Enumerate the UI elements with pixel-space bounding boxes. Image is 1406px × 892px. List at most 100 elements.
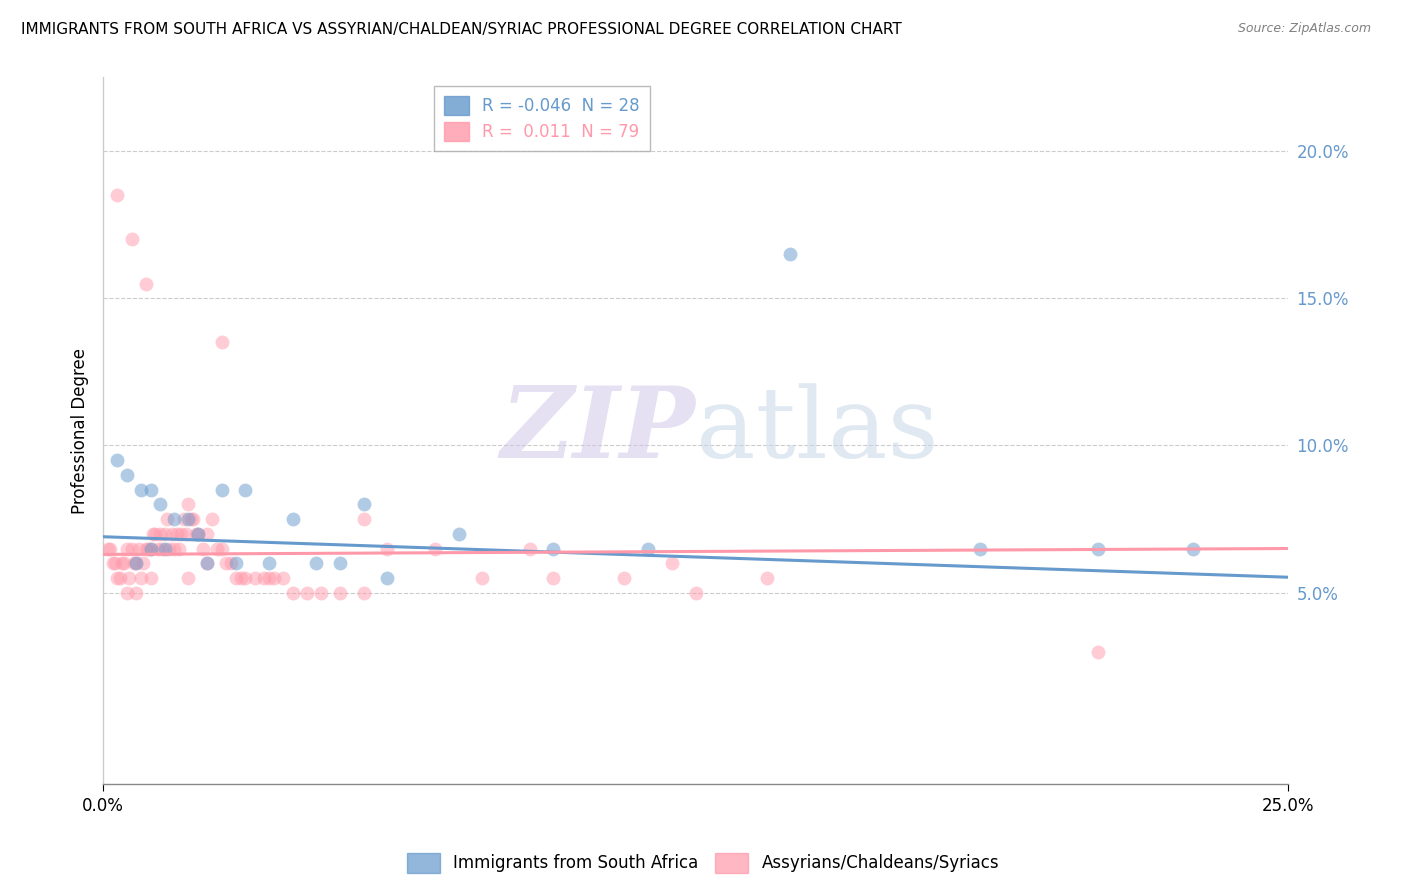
Text: ZIP: ZIP xyxy=(501,383,696,479)
Text: atlas: atlas xyxy=(696,383,938,479)
Point xyxy=(225,556,247,570)
Point xyxy=(233,483,256,497)
Y-axis label: Professional Degree: Professional Degree xyxy=(72,348,89,514)
Point xyxy=(201,512,224,526)
Point xyxy=(125,556,148,570)
Point xyxy=(263,571,285,585)
Point xyxy=(136,541,159,556)
Point xyxy=(447,526,470,541)
Point xyxy=(114,556,136,570)
Point xyxy=(105,188,128,202)
Point xyxy=(146,541,169,556)
Point xyxy=(159,541,181,556)
Point xyxy=(211,483,233,497)
Point xyxy=(271,571,294,585)
Point xyxy=(163,541,186,556)
Point xyxy=(111,556,134,570)
Point xyxy=(233,571,256,585)
Point xyxy=(128,541,150,556)
Point xyxy=(174,526,197,541)
Point xyxy=(180,512,202,526)
Point xyxy=(97,541,120,556)
Point xyxy=(229,571,252,585)
Point xyxy=(543,541,565,556)
Point xyxy=(132,556,155,570)
Point xyxy=(197,556,219,570)
Point xyxy=(101,556,124,570)
Point xyxy=(115,467,138,482)
Point xyxy=(135,541,157,556)
Legend: R = -0.046  N = 28, R =  0.011  N = 79: R = -0.046 N = 28, R = 0.011 N = 79 xyxy=(433,86,650,151)
Point xyxy=(122,556,145,570)
Point xyxy=(197,556,219,570)
Point xyxy=(305,556,328,570)
Point xyxy=(471,571,494,585)
Point xyxy=(129,571,152,585)
Point xyxy=(184,526,207,541)
Point xyxy=(115,585,138,599)
Legend: Immigrants from South Africa, Assyrians/Chaldeans/Syriacs: Immigrants from South Africa, Assyrians/… xyxy=(399,847,1007,880)
Point xyxy=(153,541,176,556)
Point xyxy=(219,556,242,570)
Text: IMMIGRANTS FROM SOUTH AFRICA VS ASSYRIAN/CHALDEAN/SYRIAC PROFESSIONAL DEGREE COR: IMMIGRANTS FROM SOUTH AFRICA VS ASSYRIAN… xyxy=(21,22,901,37)
Point xyxy=(163,512,186,526)
Point xyxy=(150,541,173,556)
Point xyxy=(153,526,176,541)
Point xyxy=(118,571,141,585)
Point xyxy=(139,541,162,556)
Point xyxy=(125,556,148,570)
Point xyxy=(160,526,183,541)
Point xyxy=(105,571,128,585)
Point xyxy=(125,585,148,599)
Point xyxy=(108,571,131,585)
Point xyxy=(173,512,195,526)
Point xyxy=(98,541,121,556)
Point xyxy=(115,541,138,556)
Point xyxy=(104,556,127,570)
Point xyxy=(661,556,683,570)
Point xyxy=(755,571,778,585)
Point xyxy=(969,541,991,556)
Point xyxy=(281,512,304,526)
Point xyxy=(105,453,128,467)
Point xyxy=(353,497,375,511)
Text: Source: ZipAtlas.com: Source: ZipAtlas.com xyxy=(1237,22,1371,36)
Point xyxy=(329,556,352,570)
Point xyxy=(191,541,214,556)
Point xyxy=(121,232,143,246)
Point xyxy=(519,541,541,556)
Point xyxy=(181,512,204,526)
Point xyxy=(329,585,352,599)
Point xyxy=(215,556,238,570)
Point xyxy=(253,571,276,585)
Point xyxy=(637,541,659,556)
Point xyxy=(353,512,375,526)
Point xyxy=(779,247,801,261)
Point xyxy=(167,541,190,556)
Point xyxy=(543,571,565,585)
Point xyxy=(225,571,247,585)
Point xyxy=(295,585,318,599)
Point xyxy=(685,585,707,599)
Point xyxy=(156,512,179,526)
Point xyxy=(205,541,228,556)
Point xyxy=(281,585,304,599)
Point xyxy=(149,497,172,511)
Point xyxy=(423,541,446,556)
Point xyxy=(1087,541,1109,556)
Point xyxy=(197,526,219,541)
Point xyxy=(177,497,200,511)
Point xyxy=(211,335,233,350)
Point xyxy=(377,571,399,585)
Point xyxy=(142,526,165,541)
Point xyxy=(187,526,209,541)
Point xyxy=(187,526,209,541)
Point xyxy=(166,526,188,541)
Point xyxy=(129,483,152,497)
Point xyxy=(135,277,157,291)
Point xyxy=(211,541,233,556)
Point xyxy=(121,541,143,556)
Point xyxy=(139,541,162,556)
Point xyxy=(149,526,172,541)
Point xyxy=(139,483,162,497)
